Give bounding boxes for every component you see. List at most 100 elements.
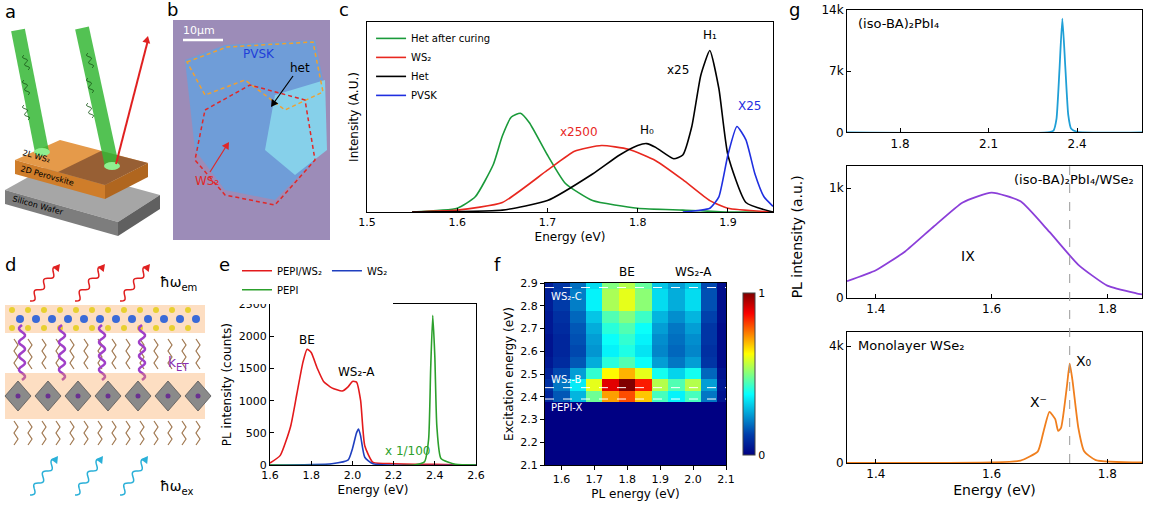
svg-text:WS₂-A: WS₂-A	[675, 265, 712, 279]
svg-text:2.4: 2.4	[520, 391, 538, 404]
svg-text:PVSK: PVSK	[243, 47, 275, 61]
svg-text:2.6: 2.6	[520, 345, 538, 358]
svg-text:ħωex: ħωex	[160, 478, 193, 497]
svg-text:10μm: 10μm	[183, 24, 215, 37]
svg-text:1.4: 1.4	[866, 467, 885, 481]
svg-text:0: 0	[836, 291, 844, 305]
svg-text:PL intensity (counts): PL intensity (counts)	[220, 323, 234, 446]
svg-text:X₀: X₀	[1076, 353, 1092, 369]
svg-text:1.6: 1.6	[261, 469, 279, 482]
svg-text:kET: kET	[168, 354, 189, 373]
svg-text:Energy (eV): Energy (eV)	[953, 482, 1036, 498]
svg-text:1.6: 1.6	[982, 467, 1001, 481]
svg-text:2.7: 2.7	[520, 322, 538, 335]
svg-text:2.0: 2.0	[344, 469, 362, 482]
svg-text:2.6: 2.6	[467, 469, 485, 482]
svg-text:2.0: 2.0	[684, 473, 702, 486]
svg-text:1: 1	[758, 287, 765, 300]
svg-text:1.8: 1.8	[1098, 302, 1117, 316]
svg-text:X⁻: X⁻	[1030, 394, 1047, 410]
svg-text:2.1: 2.1	[979, 137, 998, 151]
svg-text:0: 0	[758, 449, 765, 462]
svg-text:2.1: 2.1	[520, 459, 538, 472]
svg-text:BE: BE	[299, 333, 315, 347]
svg-text:2.2: 2.2	[520, 436, 538, 449]
svg-text:2500: 2500	[238, 298, 267, 312]
svg-text:0: 0	[260, 459, 267, 472]
svg-text:2.4: 2.4	[1068, 137, 1087, 151]
svg-text:Silicon Wafer: Silicon Wafer	[11, 194, 64, 217]
svg-text:2.9: 2.9	[520, 277, 538, 290]
svg-text:PEPI-X: PEPI-X	[551, 402, 582, 413]
svg-text:WS₂: WS₂	[411, 52, 431, 63]
svg-text:BE: BE	[619, 265, 635, 279]
svg-text:1000: 1000	[239, 395, 267, 408]
svg-text:Monolayer WSe₂: Monolayer WSe₂	[858, 338, 964, 353]
svg-text:PEPI/WS₂: PEPI/WS₂	[277, 266, 322, 277]
svg-text:1.6: 1.6	[553, 473, 571, 486]
svg-text:1k: 1k	[829, 181, 844, 195]
html-text:e: e	[219, 254, 231, 275]
svg-text:1.4: 1.4	[866, 302, 885, 316]
svg-text:2D Perovskite: 2D Perovskite	[19, 164, 75, 188]
svg-text:Het: Het	[411, 71, 429, 82]
html-text:g: g	[789, 0, 801, 20]
svg-text:PEPI: PEPI	[277, 285, 298, 296]
svg-text:WS₂: WS₂	[195, 174, 219, 188]
svg-text:WS₂-C: WS₂-C	[551, 291, 582, 302]
svg-text:500: 500	[246, 427, 267, 440]
svg-text:0: 0	[836, 456, 844, 470]
svg-text:1.8: 1.8	[891, 137, 910, 151]
svg-text:2L WS₂: 2L WS₂	[21, 148, 51, 164]
svg-text:PVSK: PVSK	[411, 90, 437, 101]
svg-text:4k: 4k	[829, 339, 844, 353]
svg-text:1.5: 1.5	[358, 216, 376, 229]
svg-text:x25: x25	[667, 63, 689, 77]
svg-text:WS₂-A: WS₂-A	[338, 365, 375, 379]
svg-text:d: d	[5, 255, 16, 275]
svg-text:1.7: 1.7	[539, 216, 557, 229]
svg-text:(iso-BA)₂PbI₄/WSe₂: (iso-BA)₂PbI₄/WSe₂	[1014, 172, 1134, 187]
svg-text:a: a	[5, 1, 16, 22]
svg-text:1.6: 1.6	[448, 216, 466, 229]
svg-text:Intensity (A.U.): Intensity (A.U.)	[347, 72, 361, 162]
svg-text:1.8: 1.8	[629, 216, 647, 229]
svg-text:1.9: 1.9	[651, 473, 669, 486]
svg-text:H₁: H₁	[703, 28, 717, 42]
svg-text:2.4: 2.4	[426, 469, 444, 482]
svg-text:WS₂-B: WS₂-B	[551, 374, 581, 385]
html-text:c: c	[339, 0, 349, 20]
svg-text:1.8: 1.8	[1098, 467, 1117, 481]
svg-text:1.7: 1.7	[586, 473, 604, 486]
svg-text:IX: IX	[961, 248, 975, 264]
svg-text:WS₂: WS₂	[367, 266, 387, 277]
svg-text:2.1: 2.1	[717, 473, 735, 486]
svg-text:x 1/100: x 1/100	[385, 444, 431, 458]
svg-text:H₀: H₀	[640, 123, 654, 137]
svg-text:ħωem: ħωem	[160, 274, 197, 293]
svg-text:Het after curing: Het after curing	[411, 33, 490, 44]
svg-text:Energy (eV): Energy (eV)	[338, 483, 409, 497]
svg-text:2.8: 2.8	[520, 300, 538, 313]
svg-text:2.2: 2.2	[385, 469, 403, 482]
svg-text:2.5: 2.5	[520, 368, 538, 381]
svg-text:PL energy (eV): PL energy (eV)	[591, 487, 679, 501]
svg-text:0: 0	[836, 126, 844, 140]
svg-text:14k: 14k	[821, 3, 843, 17]
svg-text:b: b	[167, 0, 178, 20]
svg-text:7k: 7k	[829, 64, 844, 78]
svg-text:het: het	[290, 61, 310, 75]
svg-text:1.8: 1.8	[302, 469, 320, 482]
svg-text:1.9: 1.9	[719, 216, 737, 229]
svg-text:1.6: 1.6	[982, 302, 1001, 316]
svg-text:PL intensity (a.u.): PL intensity (a.u.)	[789, 175, 805, 298]
svg-text:Excitation energy (eV): Excitation energy (eV)	[502, 307, 516, 441]
svg-text:1500: 1500	[239, 362, 267, 375]
svg-text:1.8: 1.8	[619, 473, 637, 486]
svg-text:X25: X25	[738, 99, 762, 113]
svg-text:2.3: 2.3	[520, 413, 538, 426]
svg-text:(iso-BA)₂PbI₄: (iso-BA)₂PbI₄	[858, 16, 939, 31]
svg-text:x2500: x2500	[560, 125, 598, 139]
svg-text:2000: 2000	[239, 330, 267, 343]
svg-text:Energy (eV): Energy (eV)	[535, 230, 606, 244]
